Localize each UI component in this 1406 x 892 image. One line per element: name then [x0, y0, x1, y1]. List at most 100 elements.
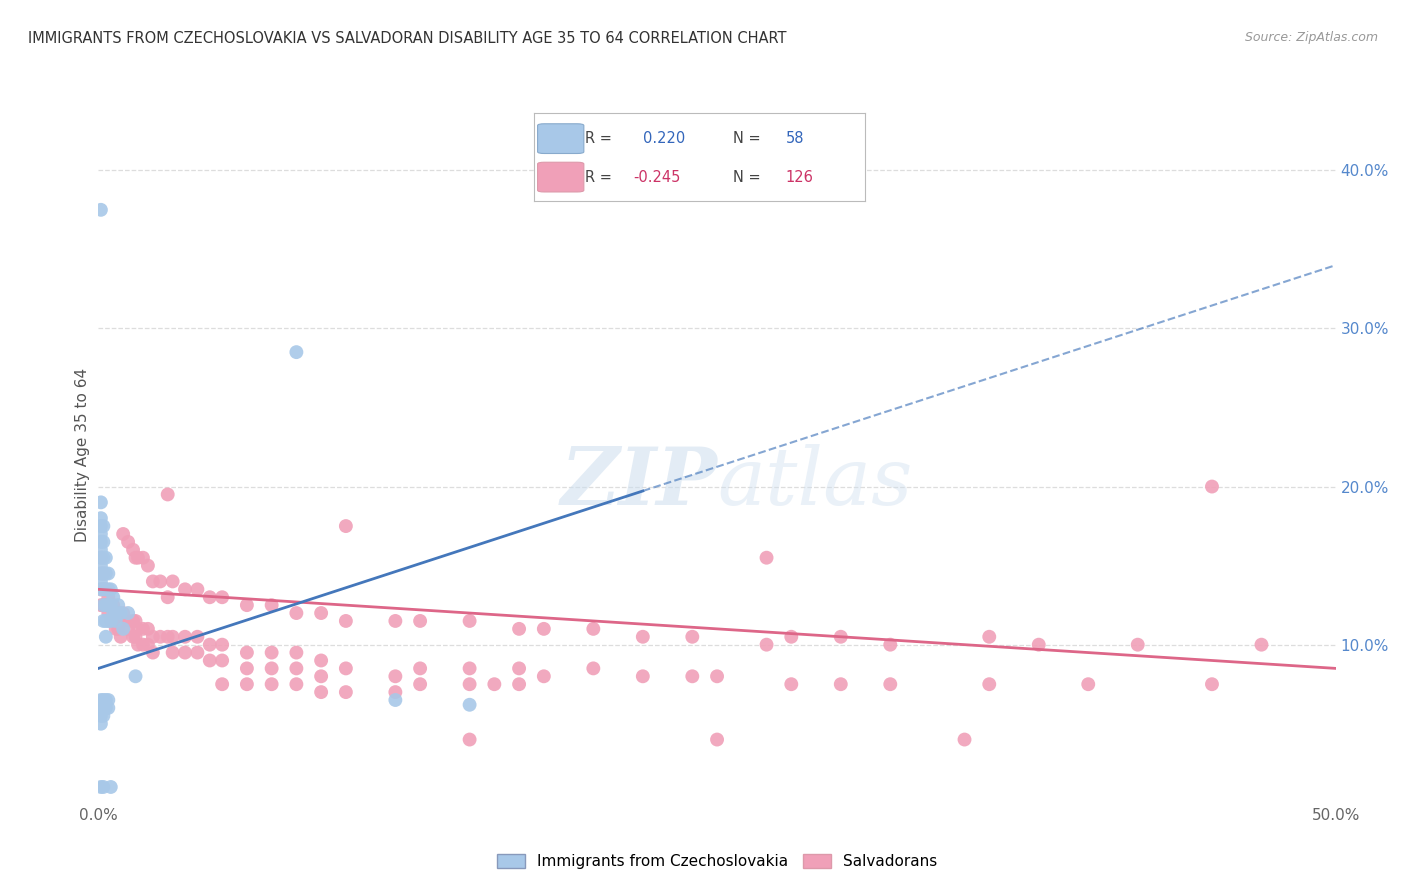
Point — [94, 550, 117, 565]
Point — [90, 574, 112, 589]
Point — [156, 591, 179, 605]
Point — [100, 598, 122, 612]
Point — [384, 693, 406, 707]
Point — [156, 630, 179, 644]
Point — [104, 614, 127, 628]
Point — [979, 630, 1001, 644]
Point — [755, 638, 778, 652]
Point — [93, 693, 115, 707]
Point — [94, 566, 117, 581]
Point — [780, 630, 803, 644]
Point — [112, 614, 135, 628]
Point — [285, 345, 308, 359]
Point — [335, 614, 357, 628]
Point — [260, 677, 283, 691]
Text: R =: R = — [585, 169, 613, 185]
Point — [458, 732, 481, 747]
Point — [94, 598, 117, 612]
Point — [93, 598, 115, 612]
Point — [107, 606, 129, 620]
Point — [236, 677, 259, 691]
Point — [186, 582, 208, 597]
Point — [122, 630, 145, 644]
Point — [458, 614, 481, 628]
Text: -0.245: -0.245 — [633, 169, 681, 185]
Point — [94, 582, 117, 597]
Point — [100, 614, 122, 628]
Point — [90, 202, 112, 217]
Point — [103, 606, 125, 620]
Point — [93, 701, 115, 715]
Point — [384, 669, 406, 683]
Point — [94, 582, 117, 597]
Point — [335, 519, 357, 533]
Point — [90, 550, 112, 565]
Point — [174, 646, 197, 660]
Point — [94, 701, 117, 715]
Point — [132, 622, 155, 636]
Point — [533, 622, 555, 636]
Point — [90, 598, 112, 612]
Point — [156, 487, 179, 501]
Point — [879, 638, 901, 652]
Point — [309, 685, 332, 699]
Point — [127, 622, 149, 636]
Point — [94, 693, 117, 707]
Point — [211, 677, 233, 691]
Text: N =: N = — [733, 131, 761, 146]
Point — [112, 622, 135, 636]
Point — [458, 677, 481, 691]
Point — [132, 638, 155, 652]
Point — [1201, 479, 1223, 493]
Point — [90, 495, 112, 509]
Point — [97, 598, 120, 612]
Point — [136, 622, 159, 636]
Point — [174, 582, 197, 597]
Point — [90, 550, 112, 565]
Point — [93, 550, 115, 565]
Point — [186, 630, 208, 644]
Point — [97, 566, 120, 581]
Point — [122, 614, 145, 628]
Point — [162, 630, 184, 644]
Point — [335, 661, 357, 675]
Point — [93, 582, 115, 597]
Point — [309, 669, 332, 683]
Text: ZIP: ZIP — [560, 444, 717, 522]
Text: R =: R = — [585, 131, 613, 146]
Y-axis label: Disability Age 35 to 64: Disability Age 35 to 64 — [75, 368, 90, 542]
Point — [1201, 677, 1223, 691]
Point — [107, 622, 129, 636]
Point — [93, 780, 115, 794]
Legend: Immigrants from Czechoslovakia, Salvadorans: Immigrants from Czechoslovakia, Salvador… — [491, 848, 943, 875]
Point — [285, 646, 308, 660]
Point — [103, 614, 125, 628]
Point — [97, 701, 120, 715]
Point — [97, 582, 120, 597]
Point — [93, 534, 115, 549]
Point — [879, 677, 901, 691]
Point — [285, 661, 308, 675]
Point — [335, 685, 357, 699]
Point — [100, 614, 122, 628]
Point — [100, 582, 122, 597]
Point — [90, 708, 112, 723]
Point — [100, 780, 122, 794]
Point — [508, 661, 530, 675]
Point — [582, 661, 605, 675]
Point — [260, 661, 283, 675]
Point — [285, 606, 308, 620]
Point — [953, 732, 976, 747]
Point — [103, 591, 125, 605]
Point — [90, 701, 112, 715]
Point — [755, 550, 778, 565]
FancyBboxPatch shape — [537, 162, 583, 192]
Point — [127, 638, 149, 652]
Point — [97, 693, 120, 707]
Point — [260, 646, 283, 660]
Point — [1126, 638, 1149, 652]
Point — [127, 550, 149, 565]
Point — [1250, 638, 1272, 652]
Point — [122, 542, 145, 557]
Point — [103, 598, 125, 612]
